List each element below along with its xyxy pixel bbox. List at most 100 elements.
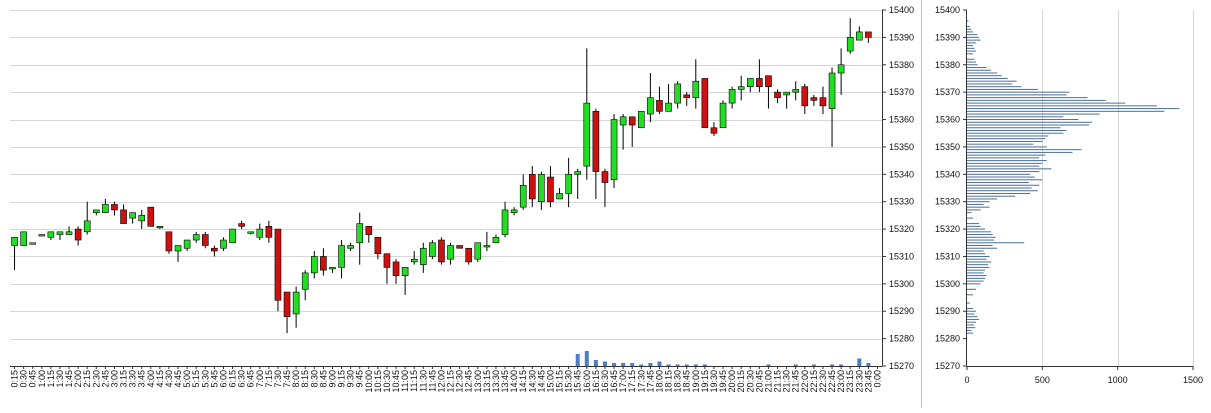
profile-bar xyxy=(967,97,1088,99)
profile-bar xyxy=(967,327,976,329)
candle-body xyxy=(111,204,118,211)
profile-y-tick-label: 15370 xyxy=(935,87,960,97)
candle-body xyxy=(65,231,73,235)
x-tick-label: 0:15 xyxy=(10,370,20,388)
profile-bar xyxy=(967,86,1022,88)
candle-body xyxy=(310,256,318,274)
x-tick-label: 0:00 xyxy=(872,370,882,388)
profile-bar xyxy=(967,42,977,44)
x-tick-label: 21:30 xyxy=(782,370,792,393)
profile-bar xyxy=(967,280,984,282)
x-tick-label: 1:30 xyxy=(55,370,65,388)
volume-bar xyxy=(693,364,698,366)
profile-bar xyxy=(967,36,980,38)
candle-body xyxy=(56,231,64,235)
candle-body xyxy=(283,291,291,318)
x-tick-label: 17:30 xyxy=(636,370,646,393)
profile-bar xyxy=(967,307,974,309)
x-tick-label: 11:15 xyxy=(409,370,419,392)
candle-body xyxy=(465,247,473,263)
x-tick-label: 10:00 xyxy=(364,370,374,393)
x-tick-label: 0:30 xyxy=(19,370,29,388)
profile-bar xyxy=(967,67,987,69)
candle-body xyxy=(83,220,91,233)
profile-y-tick-label: 15320 xyxy=(935,224,960,234)
profile-bar xyxy=(967,228,986,230)
profile-bar xyxy=(967,146,1047,148)
x-tick-label: 15:45 xyxy=(573,370,583,393)
profile-bar xyxy=(967,171,1040,173)
x-tick-label: 6:30 xyxy=(237,370,247,388)
candle-body xyxy=(837,64,845,74)
volume-bar xyxy=(866,363,871,366)
profile-bar xyxy=(967,88,1038,90)
candle-body xyxy=(365,226,373,235)
x-tick-label: 2:00 xyxy=(73,370,83,388)
candle-body xyxy=(628,116,636,126)
x-tick-label: 4:45 xyxy=(173,370,183,388)
x-tick-label: 23:30 xyxy=(854,370,864,393)
x-tick-label: 23:15 xyxy=(845,370,855,393)
candle-body xyxy=(828,72,836,109)
candle-body xyxy=(692,80,700,98)
volume-bars xyxy=(575,351,871,366)
profile-bar xyxy=(967,77,1008,79)
x-tick-label: 23:45 xyxy=(863,370,873,393)
candle-body xyxy=(801,86,809,107)
profile-bar xyxy=(967,245,993,247)
candles xyxy=(11,18,872,334)
candle-body xyxy=(392,261,400,276)
profile-bar xyxy=(967,283,981,285)
x-tick-label: 14:00 xyxy=(509,370,519,393)
x-tick-label: 3:45 xyxy=(137,370,147,388)
x-tick-label: 22:15 xyxy=(809,370,819,393)
profile-bar xyxy=(967,190,1038,192)
candle-body xyxy=(192,234,200,241)
candle-body xyxy=(211,247,218,252)
x-tick-label: 2:15 xyxy=(82,370,92,388)
x-tick-label: 22:30 xyxy=(818,370,828,393)
volume-bar xyxy=(793,364,798,366)
profile-bar xyxy=(967,140,1043,142)
x-tick-label: 7:45 xyxy=(282,370,292,388)
profile-bar xyxy=(967,250,984,252)
profile-bar xyxy=(967,310,977,312)
profile-bar xyxy=(967,234,993,236)
profile-bar xyxy=(967,110,1165,112)
profile-bar xyxy=(967,50,977,52)
x-tick-label: 1:45 xyxy=(64,370,74,388)
profile-bar xyxy=(967,143,1034,145)
candle-body xyxy=(492,236,500,244)
main-y-tick-label: 15310 xyxy=(889,251,914,261)
x-tick-label: 19:00 xyxy=(691,370,701,393)
profile-bar xyxy=(967,269,986,271)
profile-bar xyxy=(967,165,1040,167)
candle-body xyxy=(819,97,827,107)
x-tick-label: 2:30 xyxy=(91,370,101,388)
main-axes xyxy=(10,0,922,408)
profile-gridlines xyxy=(1042,10,1194,366)
main-y-tick-label: 15270 xyxy=(889,361,914,371)
candle-body xyxy=(601,171,609,183)
profile-bar xyxy=(967,321,977,323)
candle-body xyxy=(737,86,745,90)
volume-bar xyxy=(593,360,598,366)
candle-body xyxy=(719,102,727,129)
profile-bar xyxy=(967,113,1100,115)
x-tick-label: 20:00 xyxy=(727,370,737,393)
candle-body xyxy=(401,267,409,276)
profile-bar xyxy=(967,69,992,71)
candle-body xyxy=(247,231,255,234)
candle-body xyxy=(274,228,282,301)
profile-bar xyxy=(967,102,1126,104)
x-tick-labels: 0:15 0:30 0:45 1:00 1:15 1:30 1:45 2:00 2:15 2:30… xyxy=(10,366,882,393)
volume-bar xyxy=(684,364,689,366)
profile-bar xyxy=(967,195,1016,197)
profile-bar xyxy=(967,277,986,279)
profile-bar xyxy=(967,31,974,33)
x-tick-label: 20:15 xyxy=(736,370,746,393)
x-tick-label: 7:30 xyxy=(273,370,283,388)
profile-bar xyxy=(967,121,1093,123)
